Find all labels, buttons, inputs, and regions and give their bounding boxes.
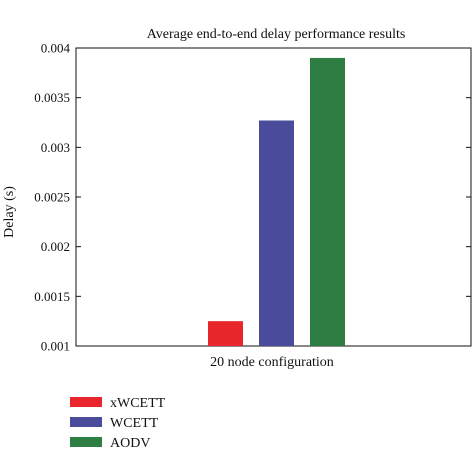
x-axis-label: 20 node configuration xyxy=(210,355,334,370)
legend-swatch-xwcett xyxy=(70,397,102,407)
chart-title: Average end-to-end delay performance res… xyxy=(147,27,406,42)
legend-label-wcett: WCETT xyxy=(110,416,159,431)
y-tick-label: 0.0015 xyxy=(34,289,70,304)
legend-swatch-wcett xyxy=(70,417,102,427)
y-tick-label: 0.003 xyxy=(41,140,70,155)
legend-label-aodv: AODV xyxy=(110,436,150,451)
y-axis-label: Delay (s) xyxy=(2,186,17,238)
legend-label-xwcett: xWCETT xyxy=(110,396,166,411)
bars xyxy=(208,57,345,346)
y-axis-ticks: 0.001 0.0015 0.002 0.0025 0.003 0.0035 0.004 xyxy=(34,41,471,354)
y-tick-label: 0.0025 xyxy=(34,190,70,205)
y-tick-label: 0.002 xyxy=(41,239,70,254)
y-tick-label: 0.0035 xyxy=(34,90,70,105)
bar-aodv xyxy=(310,57,345,346)
y-tick-label: 0.001 xyxy=(41,339,70,354)
legend-swatch-aodv xyxy=(70,437,102,447)
y-tick-label: 0.004 xyxy=(41,41,71,56)
legend: xWCETT WCETT AODV xyxy=(70,396,166,451)
bar-wcett xyxy=(259,120,294,346)
bar-xwcett xyxy=(208,321,243,346)
